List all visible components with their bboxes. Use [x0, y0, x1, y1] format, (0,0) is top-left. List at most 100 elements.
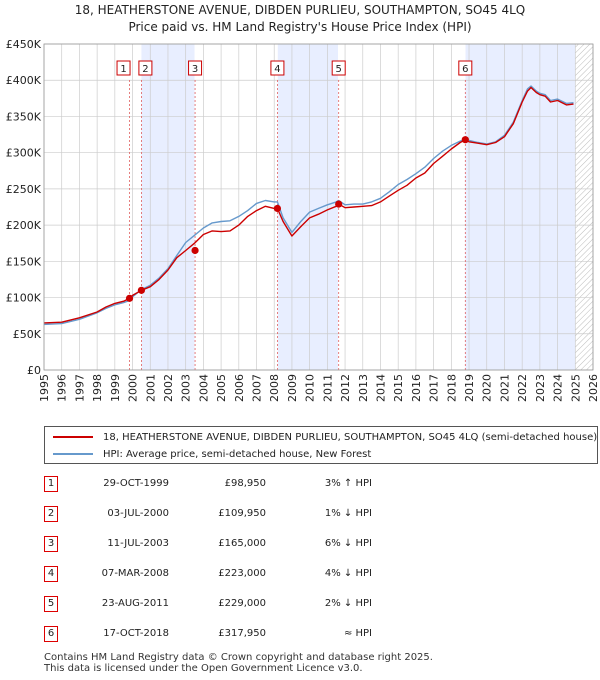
transaction-number-badge: 4 [44, 566, 58, 582]
x-tick-label: 2021 [498, 374, 511, 402]
transaction-number-badge: 2 [44, 506, 58, 522]
transaction-date: 03-JUL-2000 [107, 508, 169, 519]
x-tick-label: 2010 [304, 374, 317, 402]
transaction-price: £109,950 [218, 508, 266, 519]
shaded-span [465, 44, 576, 370]
transaction-date: 23-AUG-2011 [101, 598, 169, 609]
marker-label-6: 6 [458, 60, 473, 76]
title-line-2: Price paid vs. HM Land Registry's House … [128, 20, 472, 34]
legend-label-hpi: HPI: Average price, semi-detached house,… [103, 448, 372, 460]
legend-swatch-hpi [53, 453, 93, 455]
footer: Contains HM Land Registry data © Crown c… [44, 652, 433, 674]
transaction-number-badge: 6 [44, 626, 58, 642]
y-tick-label: £50K [13, 328, 42, 341]
transaction-hpi-diff: 2% ↓ HPI [324, 598, 372, 609]
transaction-hpi-diff: 6% ↓ HPI [324, 538, 372, 549]
transaction-date: 17-OCT-2018 [103, 628, 169, 639]
x-tick-label: 2014 [374, 374, 387, 402]
marker-label-box [116, 60, 131, 76]
marker-label-2: 2 [138, 60, 153, 76]
transaction-number-badge: 1 [44, 476, 58, 492]
x-tick-label: 2007 [251, 374, 264, 402]
table-row: 1 29-OCT-1999 £98,950 3% ↑ HPI [44, 476, 564, 492]
x-tick-label: 2002 [162, 374, 175, 402]
y-tick-label: £300K [6, 147, 42, 160]
y-tick-label: £200K [6, 219, 42, 232]
marker-label-box [331, 60, 346, 76]
transaction-date: 07-MAR-2008 [101, 568, 169, 579]
sale-point [461, 136, 469, 144]
marker-label-text: 6 [462, 64, 468, 75]
x-tick-label: 2005 [215, 374, 228, 402]
x-tick-label: 2023 [534, 374, 547, 402]
marker-label-1: 1 [116, 60, 131, 76]
price-chart: 1 2 3 4 5 6 £0 £50K £100K £150K £200K £250K £300K £35… [6, 38, 600, 402]
transaction-price: £98,950 [224, 478, 266, 489]
marker-label-box [458, 60, 473, 76]
plot-frame [43, 43, 594, 371]
x-tick-label: 2026 [587, 374, 600, 402]
transaction-date: 11-JUL-2003 [107, 538, 169, 549]
transaction-price: £223,000 [218, 568, 266, 579]
x-tick-label: 2008 [268, 374, 281, 402]
footer-licence: This data is licensed under the Open Gov… [44, 663, 363, 674]
title-line-1: 18, HEATHERSTONE AVENUE, DIBDEN PURLIEU,… [74, 3, 526, 17]
legend-label-property: 18, HEATHERSTONE AVENUE, DIBDEN PURLIEU,… [103, 431, 598, 443]
legend-item-property: 18, HEATHERSTONE AVENUE, DIBDEN PURLIEU,… [53, 429, 597, 445]
y-tick-label: £100K [6, 292, 42, 305]
x-tick-label: 2003 [180, 374, 193, 402]
transaction-hpi-diff: 4% ↓ HPI [324, 568, 372, 579]
x-tick-label: 2017 [428, 374, 441, 402]
y-tick-label: £400K [6, 74, 42, 87]
table-row: 5 23-AUG-2011 £229,000 2% ↓ HPI [44, 596, 564, 612]
x-tick-label: 2013 [357, 374, 370, 402]
sale-point [125, 294, 134, 302]
legend-item-hpi: HPI: Average price, semi-detached house,… [53, 446, 371, 462]
y-tick-label: £450K [6, 38, 42, 51]
shaded-span [277, 44, 338, 370]
x-tick-label: 2012 [339, 374, 352, 402]
table-row: 6 17-OCT-2018 £317,950 ≈ HPI [44, 626, 564, 642]
marker-label-text: 2 [142, 64, 148, 75]
marker-label-box [188, 60, 203, 76]
y-tick-label: £0 [27, 364, 41, 377]
x-tick-label: 2004 [197, 374, 210, 402]
y-tick-label: £150K [6, 255, 42, 268]
x-tick-label: 1999 [109, 374, 122, 402]
marker-label-box [138, 60, 153, 76]
sale-point [137, 286, 146, 294]
x-tick-label: 2020 [481, 374, 494, 402]
transaction-price: £229,000 [218, 598, 266, 609]
x-tick-label: 2015 [392, 374, 405, 402]
marker-label-5: 5 [331, 60, 346, 76]
marker-label-text: 5 [336, 64, 342, 75]
legend: 18, HEATHERSTONE AVENUE, DIBDEN PURLIEU,… [44, 426, 598, 464]
table-row: 2 03-JUL-2000 £109,950 1% ↓ HPI [44, 506, 564, 522]
x-tick-label: 2018 [445, 374, 458, 402]
x-tick-label: 2016 [410, 374, 423, 402]
x-tick-label: 2000 [127, 374, 140, 402]
legend-swatch-property [53, 436, 93, 438]
marker-label-box [270, 60, 285, 76]
x-tick-label: 2019 [463, 374, 476, 402]
x-tick-label: 2011 [321, 374, 334, 402]
marker-label-text: 1 [120, 64, 126, 75]
transaction-number-badge: 5 [44, 596, 58, 612]
transaction-price: £317,950 [218, 628, 266, 639]
chart-title: 18, HEATHERSTONE AVENUE, DIBDEN PURLIEU,… [0, 2, 600, 36]
sale-point [335, 200, 343, 208]
x-tick-label: 1998 [91, 374, 104, 402]
marker-label-text: 4 [274, 64, 280, 75]
sale-point [273, 204, 282, 213]
table-row: 4 07-MAR-2008 £223,000 4% ↓ HPI [44, 566, 564, 582]
transaction-hpi-diff: ≈ HPI [343, 628, 372, 639]
x-tick-label: 2001 [144, 374, 157, 402]
x-tick-label: 2024 [552, 374, 565, 402]
transaction-hpi-diff: 1% ↓ HPI [324, 508, 372, 519]
x-tick-label: 2009 [286, 374, 299, 402]
y-tick-label: £250K [6, 183, 42, 196]
transaction-hpi-diff: 3% ↑ HPI [324, 478, 372, 489]
marker-label-text: 3 [192, 64, 198, 75]
x-tick-label: 1997 [73, 374, 86, 402]
footer-copyright: Contains HM Land Registry data © Crown c… [44, 652, 433, 663]
